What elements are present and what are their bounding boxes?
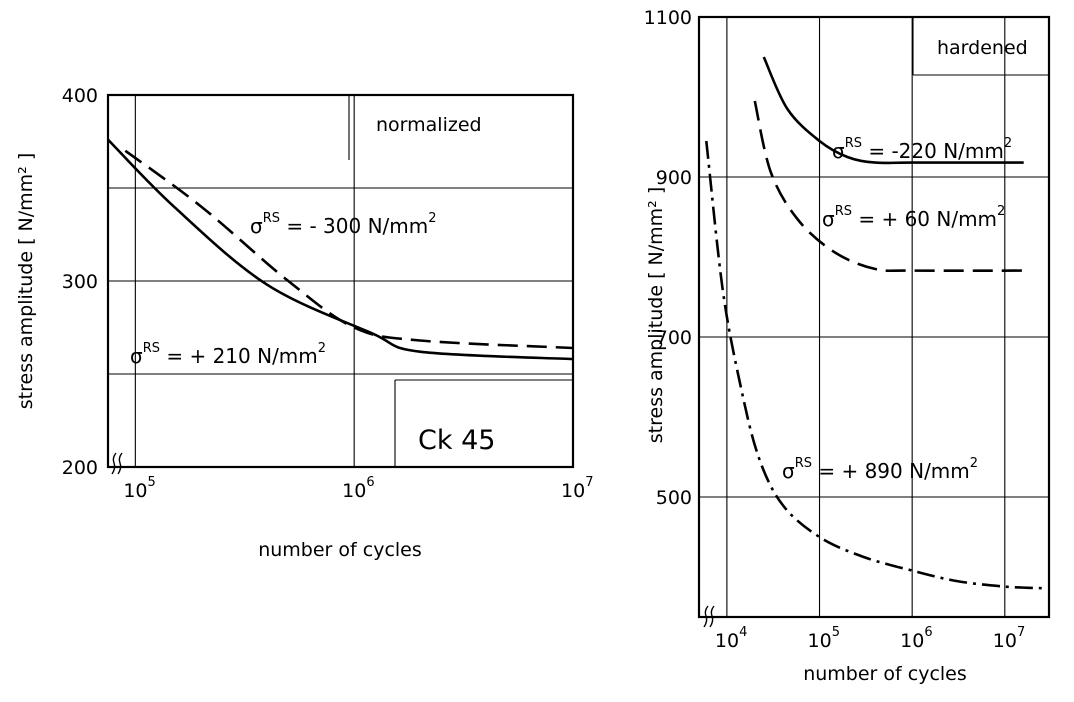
x-tick-base: 10 [342, 480, 366, 502]
series-line-dash-dot [705, 140, 1042, 590]
right-annotation-dashed-sup: RS [835, 204, 852, 219]
right-axis-break-mark [703, 605, 715, 628]
x-tick-base: 10 [900, 630, 924, 652]
series-line-long-dash [124, 149, 574, 350]
right-y-axis-label: stress amplitude [ N/mm² ] [645, 187, 667, 443]
y-tick-label: 500 [656, 487, 692, 509]
x-tick-exponent: 5 [148, 475, 156, 490]
left-annotation-solid-sup2: 2 [428, 211, 436, 226]
x-tick-base: 10 [123, 480, 147, 502]
x-tick-exponent: 4 [739, 625, 747, 640]
right-annotation-solid-sigma: σ [832, 139, 845, 163]
left-annotation-dashed-sup2: 2 [318, 341, 326, 356]
series-line-long-dash [753, 100, 1024, 273]
y-tick-label: 300 [62, 271, 98, 293]
right-annotation-dashdot-sigma: σ [782, 459, 795, 483]
left-annotation-dashed-sigma: σ [130, 344, 143, 368]
right-x-tick-labels: 104 105 106 107 [715, 625, 1025, 652]
right-annotation-solid-sup2: 2 [1004, 136, 1012, 151]
x-tick-exponent: 6 [366, 475, 374, 490]
x-tick-label: 107 [993, 625, 1025, 652]
x-tick-exponent: 6 [924, 625, 932, 640]
right-annotation-solid: σRS = -220 N/mm2 [832, 136, 1012, 163]
left-annotation-solid-value: = - 300 N/mm [280, 214, 428, 238]
y-tick-label: 400 [62, 85, 98, 107]
left-annotation-dashed-sup: RS [143, 341, 160, 356]
left-x-axis-label: number of cycles [258, 539, 422, 561]
right-annotation-dashdot-sup2: 2 [970, 456, 978, 471]
left-y-axis-label: stress amplitude [ N/mm² ] [15, 153, 37, 409]
x-tick-label: 105 [808, 625, 840, 652]
left-annotation-solid-sup: RS [263, 211, 280, 226]
series-line-solid [762, 56, 1024, 165]
left-axis-break-mark [111, 452, 123, 475]
right-x-axis-label: number of cycles [803, 663, 967, 685]
right-gridlines [699, 17, 1049, 617]
x-tick-label: 107 [561, 475, 593, 502]
x-tick-label: 105 [123, 475, 155, 502]
right-annotation-solid-value: = -220 N/mm [862, 139, 1004, 163]
right-annotation-dashdot: σRS = + 890 N/mm2 [782, 456, 978, 483]
y-tick-label: 1100 [644, 7, 692, 29]
right-annotation-solid-sup: RS [845, 136, 862, 151]
x-tick-base: 10 [993, 630, 1017, 652]
left-annotation-solid-sigma: σ [250, 214, 263, 238]
left-gridlines [108, 95, 573, 467]
right-annotation-dashed-value: = + 60 N/mm [852, 207, 997, 231]
right-condition-label: hardened [937, 37, 1028, 59]
right-annotation-dashdot-value: = + 890 N/mm [812, 459, 970, 483]
right-annotation-dashed: σRS = + 60 N/mm2 [822, 204, 1005, 231]
right-annotation-dashed-sup2: 2 [997, 204, 1005, 219]
left-condition-label: normalized [376, 114, 482, 136]
right-curves [705, 56, 1042, 590]
x-tick-exponent: 7 [1017, 625, 1025, 640]
x-tick-label: 106 [342, 475, 374, 502]
left-annotation-solid: σRS = - 300 N/mm2 [250, 211, 437, 238]
left-annotation-dashed-value: = + 210 N/mm [160, 344, 318, 368]
right-annotation-dashed-sigma: σ [822, 207, 835, 231]
x-tick-label: 104 [715, 625, 747, 652]
right-y-tick-labels: 500 700 900 1100 [644, 7, 692, 509]
x-tick-base: 10 [715, 630, 739, 652]
y-tick-label: 200 [62, 457, 98, 479]
left-y-tick-labels: 200 300 400 [62, 85, 98, 479]
x-tick-exponent: 7 [585, 475, 593, 490]
y-tick-label: 900 [656, 167, 692, 189]
y-tick-label: 700 [656, 327, 692, 349]
x-tick-exponent: 5 [832, 625, 840, 640]
x-tick-base: 10 [561, 480, 585, 502]
x-tick-base: 10 [808, 630, 832, 652]
right-annotation-dashdot-sup: RS [795, 456, 812, 471]
left-annotation-dashed: σRS = + 210 N/mm2 [130, 341, 326, 368]
left-curves [107, 138, 574, 361]
left-x-tick-labels: 105 106 107 [123, 475, 593, 502]
series-line-solid [107, 138, 574, 361]
material-label: Ck 45 [418, 425, 495, 456]
x-tick-label: 106 [900, 625, 932, 652]
right-plot-frame [697, 15, 1051, 619]
